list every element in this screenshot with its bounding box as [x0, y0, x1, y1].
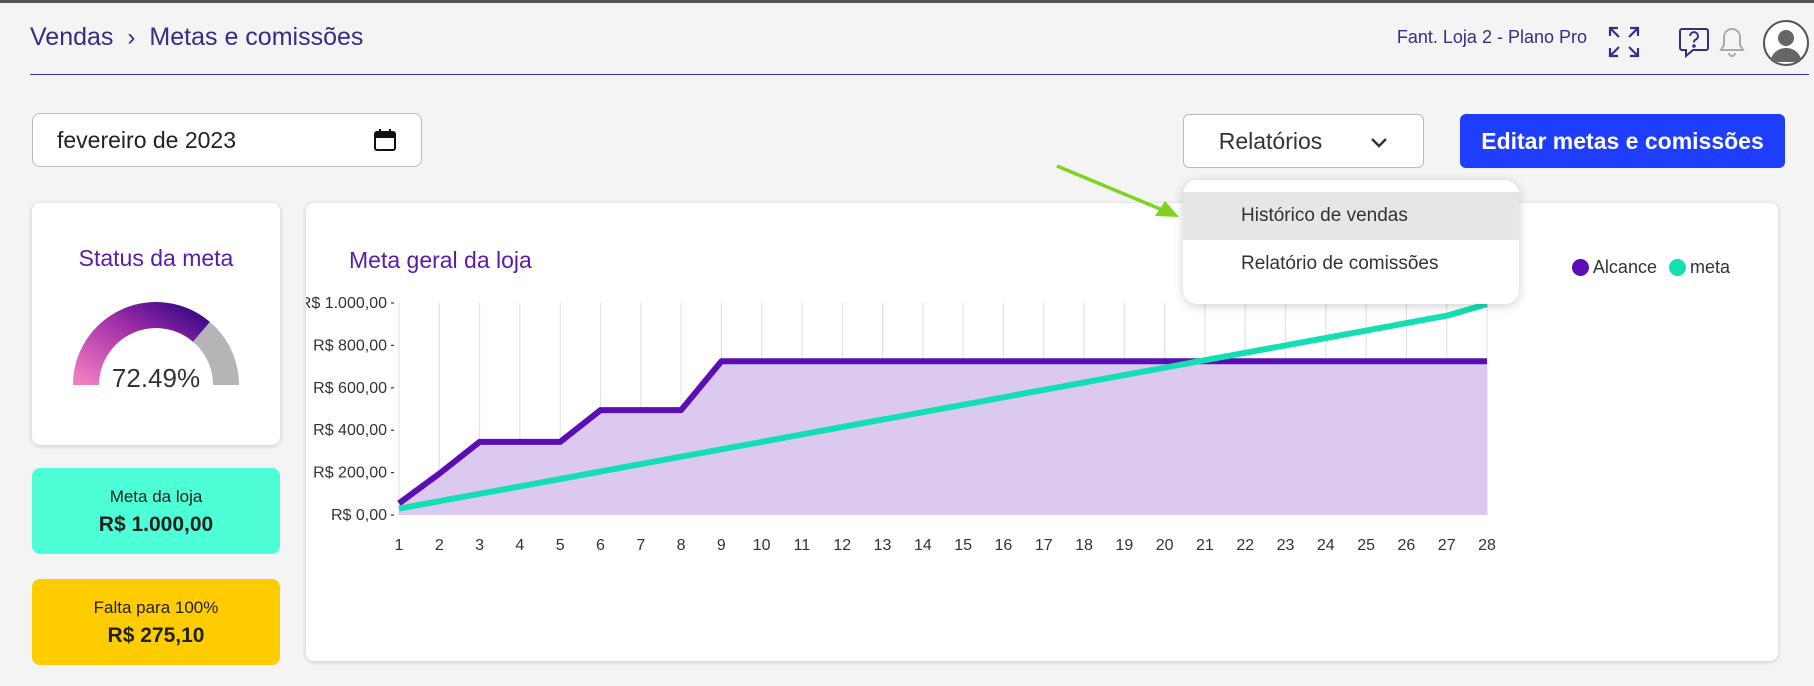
user-avatar-icon[interactable]	[1763, 20, 1809, 66]
remaining-value: R$ 275,10	[107, 624, 205, 647]
breadcrumb: Vendas › Metas e comissões	[30, 23, 363, 52]
y-tick-label: R$ 600,00	[313, 380, 387, 397]
series-alcance-area	[399, 361, 1487, 515]
calendar-icon[interactable]	[373, 128, 397, 158]
x-tick-label: 17	[1035, 537, 1053, 554]
x-tick-label: 8	[677, 537, 686, 554]
menu-item-sales-history[interactable]: Histórico de vendas	[1183, 192, 1519, 240]
legend-alcance-label: Alcance	[1592, 257, 1657, 277]
gauge-fill	[73, 302, 210, 386]
store-goal-chart: R$ 0,00 R$ 200,00 R$ 400,00 R$ 600,00 R$ 800…	[306, 295, 1496, 554]
store-goal-card: Meta da loja R$ 1.000,00	[32, 468, 280, 554]
x-tick-label: 25	[1357, 537, 1375, 554]
chart-legend: Alcance meta	[1571, 257, 1730, 278]
x-tick-label: 21	[1196, 537, 1214, 554]
remaining-label: Falta para 100%	[93, 598, 219, 617]
chart-title: Meta geral da loja	[349, 247, 532, 273]
store-goal-label: Meta da loja	[109, 487, 203, 506]
legend-meta[interactable]: meta	[1668, 257, 1730, 278]
y-tick-label: R$ 800,00	[313, 337, 387, 354]
x-tick-label: 22	[1236, 537, 1254, 554]
x-tick-label: 6	[596, 537, 605, 554]
x-tick-label: 19	[1115, 537, 1133, 554]
legend-alcance[interactable]: Alcance	[1571, 257, 1657, 278]
reports-dropdown-label: Relatórios	[1218, 127, 1323, 154]
store-goal-value: R$ 1.000,00	[98, 513, 214, 536]
x-tick-label: 14	[914, 537, 932, 554]
page-header: Vendas › Metas e comissões Fant. Loja 2 …	[30, 20, 1809, 75]
x-tick-label: 27	[1438, 537, 1456, 554]
store-goal-chart-card: R$ 0,00 R$ 200,00 R$ 400,00 R$ 600,00 R$ 800…	[306, 203, 1778, 661]
x-tick-label: 12	[833, 537, 851, 554]
x-tick-label: 4	[515, 537, 524, 554]
y-tick-label: R$ 1.000,00	[306, 295, 387, 312]
fullscreen-icon[interactable]	[1605, 23, 1643, 61]
x-tick-label: 16	[995, 537, 1013, 554]
legend-alcance-dot	[1571, 259, 1589, 276]
chevron-down-icon	[1370, 128, 1388, 155]
bell-icon[interactable]	[1713, 23, 1751, 61]
store-plan-label: Fant. Loja 2 - Plano Pro	[1396, 27, 1587, 47]
remaining-card: Falta para 100% R$ 275,10	[32, 579, 280, 665]
breadcrumb-vendas[interactable]: Vendas	[30, 23, 114, 51]
x-tick-label: 9	[717, 537, 726, 554]
x-tick-label: 23	[1277, 537, 1295, 554]
x-tick-label: 24	[1317, 537, 1335, 554]
x-tick-label: 13	[874, 537, 892, 554]
goal-gauge	[73, 302, 239, 386]
status-percent: 72.49%	[111, 363, 201, 393]
y-tick-label: R$ 400,00	[313, 422, 387, 439]
x-tick-label: 3	[475, 537, 484, 554]
edit-goals-button[interactable]: Editar metas e comissões	[1460, 114, 1785, 168]
menu-item-commission-report[interactable]: Relatório de comissões	[1241, 253, 1439, 274]
goal-status-card: Status da meta 72.49%	[32, 203, 280, 445]
help-icon[interactable]	[1675, 23, 1713, 61]
legend-meta-label: meta	[1689, 257, 1730, 277]
reports-dropdown[interactable]: Relatórios	[1183, 114, 1424, 168]
status-title: Status da meta	[78, 245, 234, 271]
reports-menu: Histórico de vendas Relatório de comissõ…	[1183, 180, 1519, 304]
x-tick-label: 2	[435, 537, 444, 554]
x-tick-label: 28	[1478, 537, 1496, 554]
x-tick-label: 10	[753, 537, 771, 554]
x-tick-label: 5	[556, 537, 565, 554]
breadcrumb-metas: Metas e comissões	[149, 23, 364, 51]
x-tick-label: 18	[1075, 537, 1093, 554]
month-date-input[interactable]: fevereiro de 2023	[32, 113, 422, 167]
annotation-arrow-icon	[1056, 164, 1179, 217]
y-tick-label: R$ 0,00	[331, 507, 387, 524]
series-alcance-line	[397, 358, 1487, 506]
x-tick-label: 20	[1156, 537, 1174, 554]
x-tick-label: 26	[1398, 537, 1416, 554]
x-tick-label: 11	[794, 537, 811, 554]
legend-meta-dot	[1668, 259, 1686, 276]
x-tick-label: 7	[636, 537, 645, 554]
y-tick-label: R$ 200,00	[313, 465, 387, 482]
x-tick-label: 15	[954, 537, 972, 554]
series-meta-line	[398, 301, 1488, 512]
x-tick-label: 1	[395, 537, 404, 554]
date-value: fevereiro de 2023	[57, 126, 237, 153]
breadcrumb-separator-icon: ›	[127, 23, 136, 51]
